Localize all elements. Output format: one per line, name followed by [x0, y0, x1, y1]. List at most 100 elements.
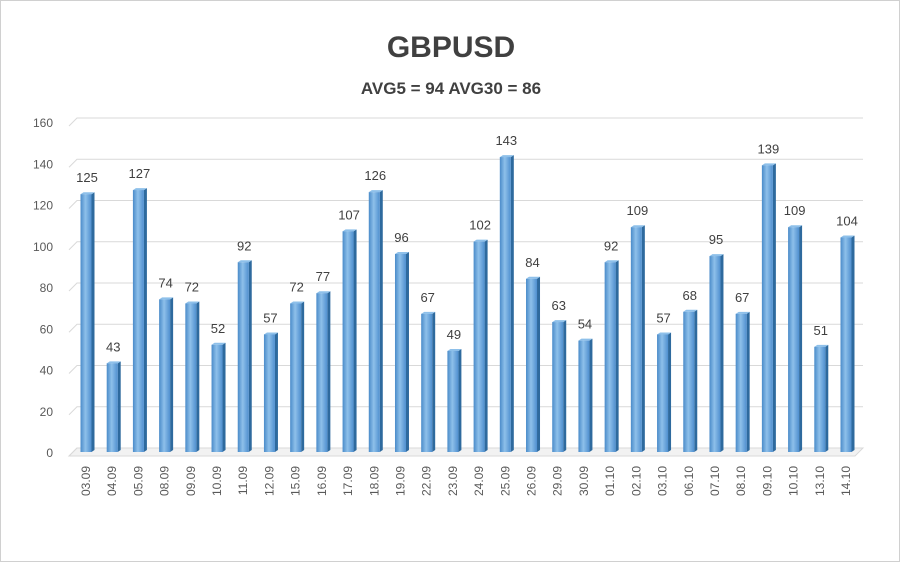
gridline	[68, 158, 863, 168]
bar	[106, 363, 118, 452]
x-tick-label: 24.09	[472, 466, 486, 496]
bar-top	[604, 260, 619, 263]
x-tick-label: 02.10	[629, 466, 643, 496]
x-tick-label: 19.09	[393, 466, 407, 496]
data-label: 104	[836, 214, 858, 229]
x-tick-label: 03.09	[79, 466, 93, 496]
bar-top	[657, 332, 672, 335]
data-label: 95	[709, 232, 723, 247]
x-tick-label: 08.10	[734, 466, 748, 496]
bar	[421, 313, 433, 452]
x-tick-label: 23.09	[446, 466, 460, 496]
x-tick-label: 25.09	[498, 466, 512, 496]
data-label: 96	[394, 230, 408, 245]
bar-top	[473, 239, 488, 242]
bar-side	[694, 309, 698, 452]
bar	[657, 334, 669, 452]
y-tick-label: 60	[40, 322, 54, 336]
data-label: 72	[289, 280, 303, 295]
bar	[604, 262, 616, 452]
bar-side	[170, 297, 174, 452]
bar	[814, 346, 826, 452]
bar	[761, 165, 773, 452]
x-tick-label: 30.09	[577, 466, 591, 496]
bar-top	[578, 338, 593, 341]
bar-top	[683, 309, 698, 312]
bar	[683, 311, 695, 452]
bar-top	[132, 188, 147, 191]
bar-top	[368, 190, 383, 193]
x-tick-label: 01.10	[603, 466, 617, 496]
bar-side	[458, 348, 462, 452]
bar-top	[263, 332, 278, 335]
data-label: 51	[814, 323, 828, 338]
bar-top	[80, 192, 95, 195]
bar-side	[537, 276, 541, 452]
data-label: 68	[683, 288, 697, 303]
data-label: 125	[76, 170, 98, 185]
bar-top	[237, 260, 252, 263]
bar-side	[222, 342, 226, 452]
bar-top	[316, 291, 331, 294]
bar	[211, 344, 223, 452]
bar-top	[526, 276, 541, 279]
x-tick-label: 29.09	[551, 466, 565, 496]
x-tick-label: 15.09	[289, 466, 303, 496]
x-tick-label: 12.09	[262, 466, 276, 496]
gridline	[68, 365, 863, 374]
gridline	[68, 241, 863, 251]
bar-side	[799, 225, 803, 452]
bar	[630, 227, 642, 452]
x-tick-label: 26.09	[525, 466, 539, 496]
data-label: 74	[158, 275, 172, 290]
y-tick-label: 120	[33, 199, 53, 213]
gridline	[68, 200, 863, 209]
data-label: 139	[758, 141, 780, 156]
data-label: 52	[211, 321, 225, 336]
bar-side	[510, 155, 514, 452]
chart-title: GBPUSD	[386, 31, 516, 64]
data-label: 63	[551, 298, 565, 313]
bar	[578, 340, 590, 452]
bar	[788, 227, 800, 452]
bar-top	[761, 163, 776, 166]
data-label: 143	[495, 133, 517, 148]
bar-top	[447, 348, 462, 351]
bar	[290, 303, 302, 452]
data-label: 92	[237, 238, 251, 253]
bar-side	[641, 225, 645, 452]
bar-top	[630, 225, 645, 228]
data-label: 57	[263, 310, 277, 325]
x-tick-label: 09.09	[184, 466, 198, 496]
y-tick-label: 0	[46, 446, 53, 460]
data-label: 49	[447, 327, 461, 342]
bar-top	[106, 361, 121, 364]
y-tick-label: 160	[33, 116, 53, 130]
bar-side	[117, 361, 121, 452]
data-label: 126	[364, 168, 386, 183]
bar-top	[840, 235, 855, 238]
bar	[840, 237, 852, 452]
bar	[709, 256, 721, 452]
bar-top	[394, 252, 409, 254]
bar-side	[615, 260, 619, 452]
data-label: 92	[604, 238, 618, 253]
bar-top	[735, 311, 750, 314]
bar	[159, 299, 171, 452]
bar-side	[143, 188, 147, 452]
data-label: 57	[656, 310, 670, 325]
bar-side	[405, 252, 409, 452]
x-tick-label: 22.09	[420, 466, 434, 496]
x-tick-label: 17.09	[341, 466, 355, 496]
bar	[185, 303, 197, 452]
bar-side	[563, 320, 567, 452]
bar-top	[290, 301, 305, 304]
data-label: 54	[578, 317, 592, 332]
bar	[394, 254, 406, 452]
data-label: 67	[420, 290, 434, 305]
bar	[526, 278, 538, 452]
bar	[473, 241, 485, 452]
y-tick-label: 80	[40, 281, 54, 295]
gridline	[68, 323, 863, 333]
